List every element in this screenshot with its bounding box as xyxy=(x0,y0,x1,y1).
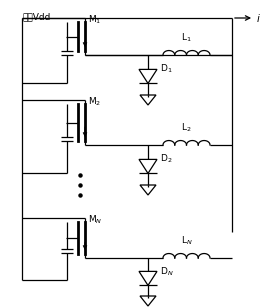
Text: M$_N$: M$_N$ xyxy=(88,213,102,226)
Text: L$_2$: L$_2$ xyxy=(181,122,192,134)
Text: D$_N$: D$_N$ xyxy=(160,266,174,278)
Text: M$_2$: M$_2$ xyxy=(88,95,101,107)
Text: D$_2$: D$_2$ xyxy=(160,153,172,165)
Text: D$_1$: D$_1$ xyxy=(160,63,173,75)
Text: L$_1$: L$_1$ xyxy=(181,32,192,44)
Text: 直流Vdd: 直流Vdd xyxy=(22,12,50,21)
Text: $i$: $i$ xyxy=(256,12,261,24)
Text: M$_1$: M$_1$ xyxy=(88,13,101,25)
Text: L$_N$: L$_N$ xyxy=(181,235,192,247)
